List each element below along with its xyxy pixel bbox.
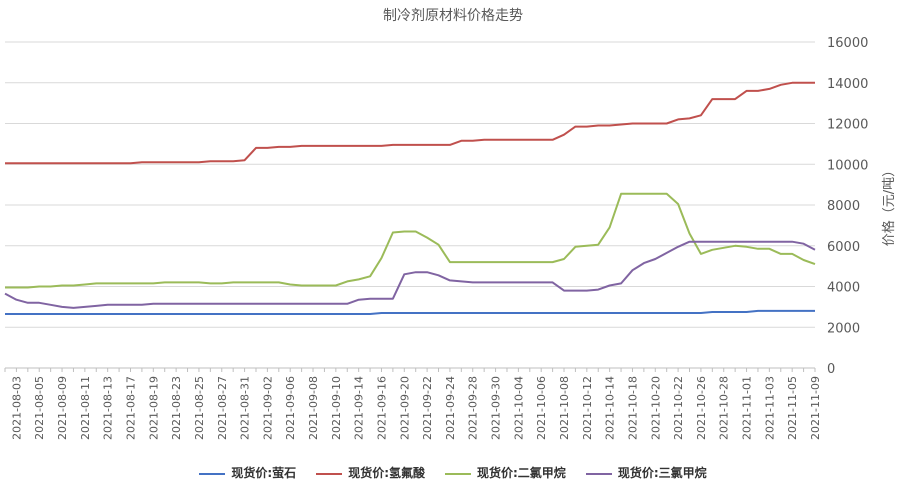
y-tick-label: 6000 [827,240,860,255]
x-tick-label: 2021-10-04 [512,376,525,440]
x-tick-label: 2021-09-06 [284,376,297,440]
x-tick-label: 2021-11-03 [763,376,776,440]
x-tick-label: 2021-10-28 [718,376,731,440]
x-tick-label: 2021-08-23 [170,376,183,440]
series-line-2 [5,81,815,165]
x-tick-label: 2021-08-13 [102,376,115,440]
y-tick-label: 14000 [827,77,868,92]
x-tick-label: 2021-09-02 [261,376,274,440]
x-tick-label: 2021-11-09 [809,376,822,440]
legend-item: 现货价:三氯甲烷 [585,464,707,481]
x-tick-label: 2021-08-19 [147,376,160,440]
x-tick-label: 2021-08-25 [193,376,206,440]
x-tick-label: 2021-09-16 [375,376,388,440]
y-tick-label: 2000 [827,321,860,336]
x-tick-label: 2021-08-31 [239,376,252,440]
x-tick-label: 2021-09-30 [490,376,503,440]
legend-item: 现货价:氢氟酸 [316,464,425,481]
y-tick-label: 16000 [827,36,868,51]
legend-swatch [585,472,612,475]
y-tick-label: 0 [827,362,835,377]
x-tick-label: 2021-09-20 [398,376,411,440]
x-tick-label: 2021-10-06 [535,376,548,440]
y-axis-tick-labels: 0 2000 4000 6000 8000 10000 12000 14000 16000 [827,36,868,377]
x-tick-label: 2021-10-14 [604,376,617,440]
legend-swatch [199,472,226,475]
legend-item: 现货价:萤石 [199,464,296,481]
x-tick-label: 2021-09-14 [353,376,366,440]
series-line-4 [4,240,816,309]
series-line-1 [5,309,815,315]
x-tick-label: 2021-08-09 [56,376,69,440]
x-tick-label: 2021-08-11 [79,376,92,440]
x-tick-label: 2021-11-05 [786,376,799,440]
x-tick-label: 2021-10-08 [558,376,571,440]
x-tick-label: 2021-10-18 [626,376,639,440]
x-tick-label: 2021-11-01 [741,376,754,440]
x-tick-label: 2021-10-26 [695,376,708,440]
y-tick-label: 8000 [827,199,860,214]
x-tick-label: 2021-08-17 [124,376,137,440]
legend-item: 现货价:二氯甲烷 [445,464,566,481]
legend: 现货价:萤石 现货价:氢氟酸 现货价:二氯甲烷 现货价:三氯甲烷 [0,464,906,481]
x-tick-label: 2021-09-22 [421,376,434,440]
x-tick-label: 2021-10-22 [672,376,685,440]
x-tick-label: 2021-10-12 [581,376,594,440]
legend-swatch [445,472,471,475]
legend-label: 现货价:氢氟酸 [348,466,425,480]
x-axis-tick-labels: 2021-08-03 2021-08-05 2021-08-09 2021-08-11… [10,376,822,440]
legend-label: 现货价:萤石 [231,466,297,480]
legend-label: 现货价:三氯甲烷 [617,466,707,480]
series-lines [4,81,816,315]
x-tick-label: 2021-10-20 [649,376,662,440]
grid-lines [5,41,815,328]
y-tick-label: 12000 [827,118,868,133]
series-line-3 [5,192,816,289]
x-tick-label: 2021-08-03 [10,376,23,440]
x-tick-label: 2021-08-05 [33,376,46,440]
legend-swatch [316,472,343,475]
legend-label: 现货价:二氯甲烷 [477,466,566,480]
y-axis-title: 价格（元/吨） [881,164,897,246]
x-tick-label: 2021-09-08 [307,376,320,440]
x-tick-label: 2021-09-10 [330,376,343,440]
x-tick-label: 2021-08-27 [216,376,229,440]
x-tick-label: 2021-09-24 [444,376,457,440]
x-tick-label: 2021-09-28 [467,376,480,440]
chart-title: 制冷剂原材料价格走势 [383,8,523,24]
x-axis-ticks [4,368,816,372]
y-tick-label: 4000 [827,281,860,296]
y-tick-label: 10000 [827,158,868,173]
